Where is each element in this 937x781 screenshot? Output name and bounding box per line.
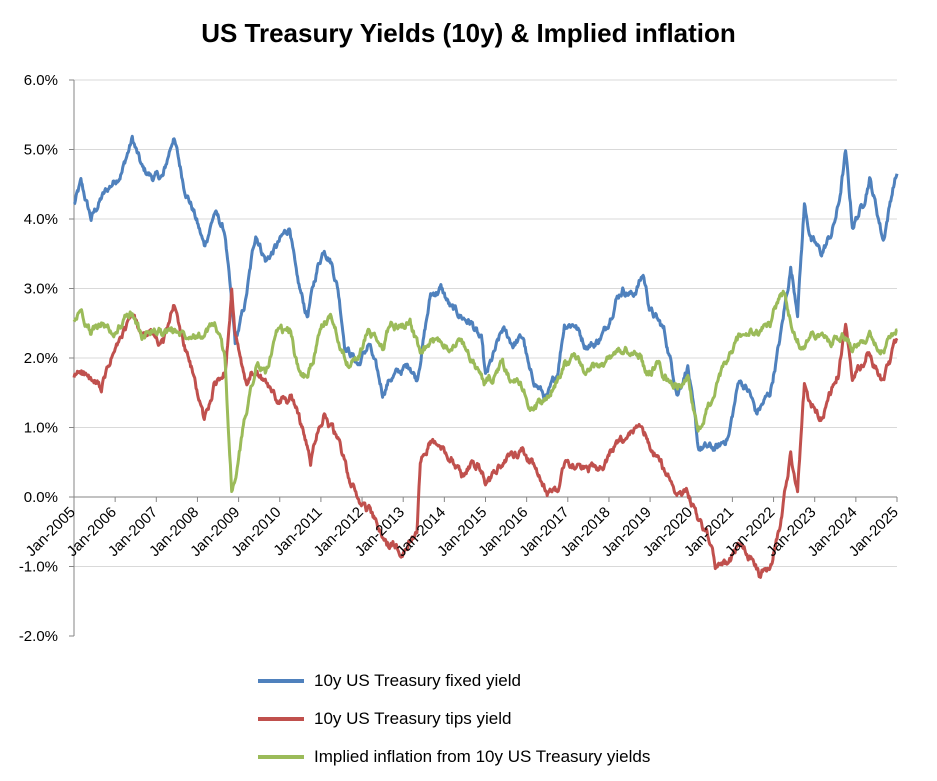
y-tick-label: 2.0% <box>24 350 58 367</box>
y-tick-label: 1.0% <box>24 420 58 437</box>
legend: 10y US Treasury fixed yield 10y US Treas… <box>258 662 650 776</box>
legend-item-tips-yield: 10y US Treasury tips yield <box>258 700 650 738</box>
gridlines <box>74 79 897 567</box>
legend-item-implied-inflation: Implied inflation from 10y US Treasury y… <box>258 738 650 776</box>
axes <box>69 79 898 637</box>
series-line-1 <box>72 287 899 579</box>
series-lines <box>72 134 899 579</box>
y-tick-label: 0.0% <box>24 489 58 506</box>
series-line-0 <box>73 134 899 452</box>
x-tick-labels: Jan-2005Jan-2006Jan-2007Jan-2008Jan-2009… <box>23 504 902 560</box>
series-line-2 <box>72 289 898 493</box>
y-tick-label: -2.0% <box>19 628 58 645</box>
legend-item-fixed-yield: 10y US Treasury fixed yield <box>258 662 650 700</box>
legend-label-fixed-yield: 10y US Treasury fixed yield <box>314 671 521 690</box>
legend-swatch-implied-inflation <box>258 755 304 759</box>
y-tick-label: -1.0% <box>19 559 58 576</box>
legend-swatch-tips-yield <box>258 717 304 721</box>
y-tick-label: 3.0% <box>24 281 58 298</box>
y-tick-labels: -2.0% -1.0% 0.0% 1.0% 2.0% 3.0% 4.0% 5.0% 6.0% <box>19 72 58 645</box>
y-tick-label: 4.0% <box>24 211 58 228</box>
y-tick-label: 5.0% <box>24 142 58 159</box>
legend-label-tips-yield: 10y US Treasury tips yield <box>314 709 512 728</box>
y-tick-label: 6.0% <box>24 72 58 89</box>
legend-label-implied-inflation: Implied inflation from 10y US Treasury y… <box>314 747 651 766</box>
chart-title: US Treasury Yields (10y) & Implied infla… <box>201 18 736 48</box>
legend-swatch-fixed-yield <box>258 679 304 683</box>
